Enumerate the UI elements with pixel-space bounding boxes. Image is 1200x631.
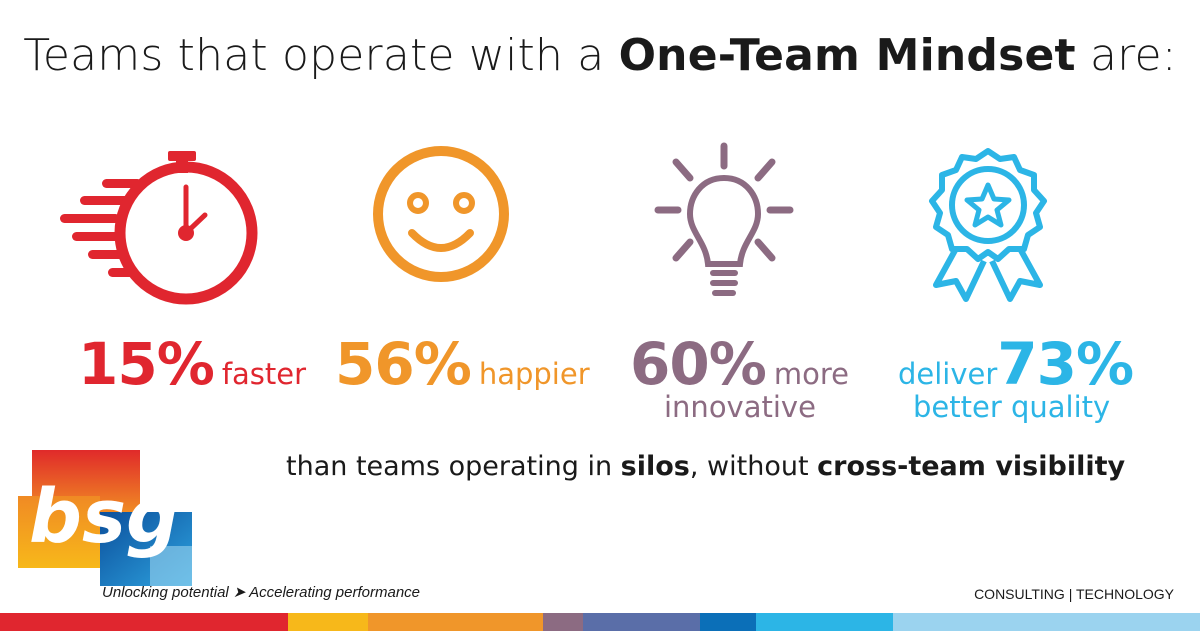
stat-label: happier — [478, 357, 590, 391]
comparison-text: than teams operating in silos, without c… — [286, 451, 1126, 482]
tagline: Unlocking potential ➤ Accelerating perfo… — [102, 584, 421, 601]
stripe-segment — [583, 613, 700, 631]
stripe-segment — [0, 613, 288, 631]
stat-innovative: 60% more — [630, 330, 849, 398]
stat-prefix: deliver — [898, 357, 998, 391]
stat-quality: deliver73% — [898, 330, 1134, 398]
color-stripe — [0, 613, 1200, 631]
stripe-segment — [543, 613, 583, 631]
stat-label-line2: innovative — [664, 390, 816, 424]
stopwatch-icon — [60, 151, 258, 305]
stripe-segment — [893, 613, 1200, 631]
stat-value: 73% — [997, 330, 1134, 398]
company-descriptor: CONSULTING | TECHNOLOGY — [974, 586, 1174, 602]
lightbulb-icon — [654, 142, 794, 296]
stat-label-line2: better quality — [913, 390, 1111, 424]
stat-value: 60% — [630, 330, 767, 398]
headline-emphasis: One-Team Mindset — [618, 30, 1076, 81]
stat-faster: 15% faster — [78, 330, 306, 398]
stripe-segment — [756, 613, 893, 631]
stat-value: 56% — [335, 330, 472, 398]
svg-text:bsg: bsg — [29, 474, 179, 560]
stat-label: faster — [221, 357, 307, 391]
stat-label: more — [773, 357, 849, 391]
award-ribbon-icon — [929, 148, 1047, 302]
stat-value: 15% — [78, 330, 215, 398]
bsg-logo: bsg — [18, 450, 192, 586]
stat-happier: 56% happier — [335, 330, 590, 398]
stripe-segment — [368, 613, 543, 631]
headline: Teams that operate with a One-Team Minds… — [23, 30, 1177, 81]
smiley-face-icon — [373, 146, 509, 282]
stripe-segment — [288, 613, 368, 631]
stripe-segment — [700, 613, 756, 631]
